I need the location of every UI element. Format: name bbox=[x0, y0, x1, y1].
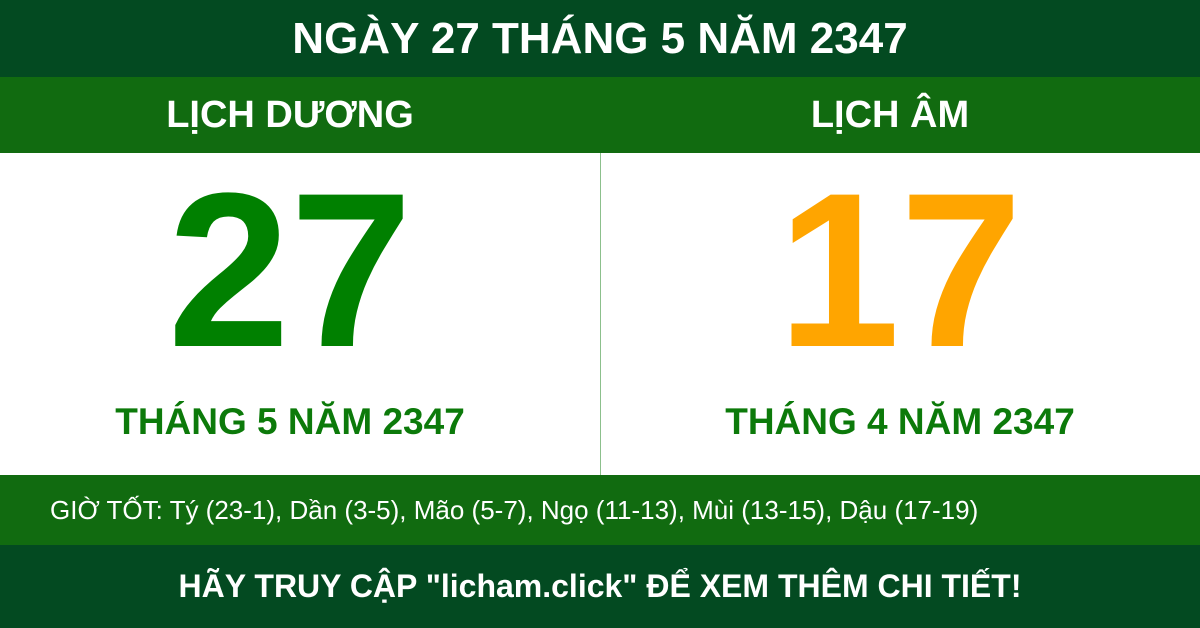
solar-month-year: THÁNG 5 NĂM 2347 bbox=[115, 401, 465, 442]
lunar-month-year: THÁNG 4 NĂM 2347 bbox=[725, 401, 1075, 442]
calendar-headers: LỊCH DƯƠNG LỊCH ÂM bbox=[0, 77, 1200, 153]
column-divider bbox=[600, 153, 601, 475]
lunar-day: 17 bbox=[777, 160, 1023, 380]
page-title: NGÀY 27 THÁNG 5 NĂM 2347 bbox=[0, 0, 1200, 77]
solar-day: 27 bbox=[167, 160, 413, 380]
good-hours: GIỜ TỐT: Tý (23-1), Dần (3-5), Mão (5-7)… bbox=[0, 475, 1200, 545]
footer-cta: HÃY TRUY CẬP "licham.click" ĐỂ XEM THÊM … bbox=[0, 545, 1200, 628]
solar-calendar-label: LỊCH DƯƠNG bbox=[166, 93, 414, 136]
lunar-calendar-label: LỊCH ÂM bbox=[810, 93, 970, 136]
